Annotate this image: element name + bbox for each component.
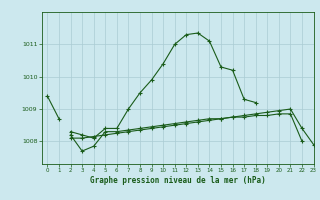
X-axis label: Graphe pression niveau de la mer (hPa): Graphe pression niveau de la mer (hPa)	[90, 176, 266, 185]
